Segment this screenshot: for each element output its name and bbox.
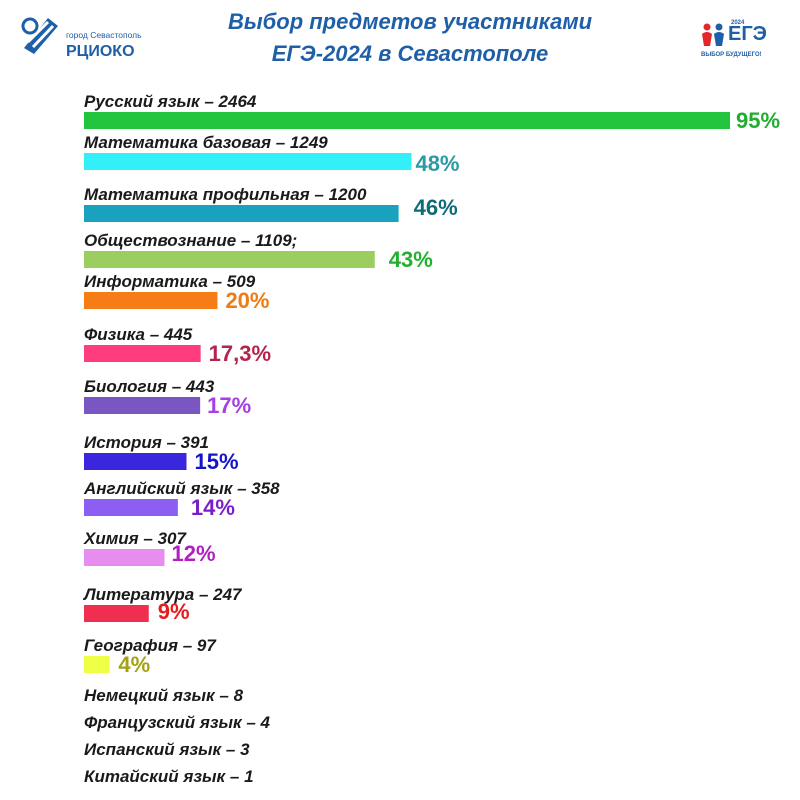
- bar-percent-label: 95%: [736, 108, 780, 133]
- bar-percent-label: 20%: [225, 288, 269, 313]
- bar-label: География – 97: [84, 636, 217, 655]
- bar-label: История – 391: [84, 433, 209, 452]
- small-subject-label: Немецкий язык – 8: [84, 686, 244, 705]
- bar-label: Английский язык – 358: [83, 479, 280, 498]
- bar: [84, 656, 110, 673]
- ege-figures-icon: [702, 23, 724, 46]
- rcioko-emblem-icon: [21, 17, 58, 54]
- bar-percent-label: 9%: [158, 599, 190, 624]
- ege-logo-slogan: ВЫБОР БУДУЩЕГО!: [701, 52, 762, 58]
- bar: [84, 499, 178, 516]
- bar-percent-label: 12%: [171, 541, 215, 566]
- bar: [84, 397, 201, 414]
- ege-logo: 2024 ЕГЭ ВЫБОР БУДУЩЕГО!: [700, 14, 780, 64]
- bar-percent-label: 14%: [191, 495, 235, 520]
- bar-label: Информатика – 509: [84, 272, 256, 291]
- ege-logo-text: ЕГЭ: [728, 23, 767, 45]
- bar-percent-label: 46%: [414, 195, 458, 220]
- logo-city-text: город Севастополь: [66, 30, 142, 40]
- bar-label: Физика – 445: [84, 325, 193, 344]
- bar: [84, 605, 149, 622]
- small-subject-label: Китайский язык – 1: [84, 767, 254, 786]
- bar-label: Биология – 443: [84, 377, 215, 396]
- bar-percent-label: 43%: [389, 247, 433, 272]
- rcioko-logo: город Севастополь РЦИОКО: [18, 12, 148, 62]
- ege-logo-year: 2024: [731, 20, 745, 26]
- bar: [84, 205, 399, 222]
- bar: [84, 251, 375, 268]
- bar-label: Обществознание – 1109;: [84, 231, 297, 250]
- bar-label: Литература – 247: [82, 585, 243, 604]
- bar: [84, 292, 218, 309]
- small-subject-label: Испанский язык – 3: [84, 740, 250, 759]
- bar: [84, 453, 187, 470]
- bar-percent-label: 17%: [207, 393, 251, 418]
- bar-percent-label: 15%: [195, 449, 239, 474]
- bar-percent-label: 17,3%: [209, 341, 271, 366]
- page-title-line1: Выбор предметов участниками: [227, 9, 593, 34]
- bar: [84, 345, 201, 362]
- bar-percent-label: 4%: [118, 652, 150, 677]
- bar: [84, 549, 165, 566]
- small-subject-label: Французский язык – 4: [84, 713, 271, 732]
- logo-org-text: РЦИОКО: [66, 43, 135, 60]
- page-title-line2: ЕГЭ-2024 в Севастополе: [271, 41, 549, 66]
- bar: [84, 112, 730, 129]
- bar-label: Русский язык – 2464: [84, 92, 257, 111]
- bar: [84, 153, 412, 170]
- bar-label: Математика профильная – 1200: [84, 185, 367, 204]
- bar-label: Химия – 307: [83, 529, 188, 548]
- bar-percent-label: 48%: [415, 151, 459, 176]
- bar-label: Математика базовая – 1249: [84, 133, 328, 152]
